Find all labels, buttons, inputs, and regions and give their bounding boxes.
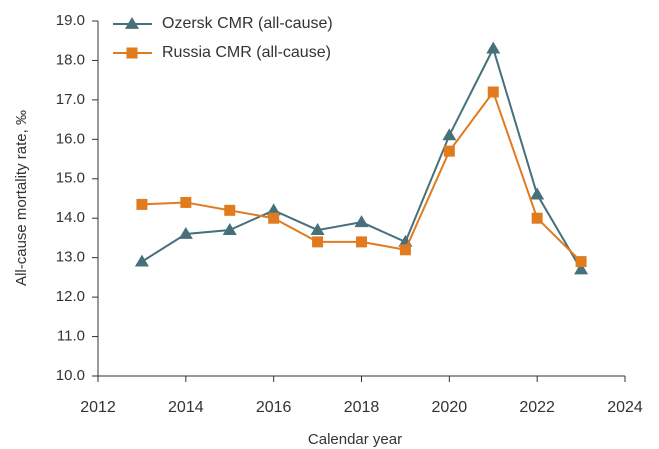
marker	[312, 236, 324, 248]
x-axis-label: Calendar year	[308, 431, 402, 448]
marker	[575, 256, 587, 268]
x-tick-label: 2018	[344, 399, 380, 416]
marker	[126, 47, 138, 59]
marker	[180, 196, 192, 208]
y-axis-label: All-cause mortality rate, ‰	[13, 110, 30, 286]
y-tick-label: 12.0	[56, 288, 85, 305]
x-tick-label: 2016	[256, 399, 292, 416]
y-tick-label: 15.0	[56, 170, 85, 187]
x-tick-label: 2012	[80, 399, 116, 416]
marker	[399, 244, 411, 256]
x-tick-label: 2022	[519, 399, 555, 416]
marker	[224, 204, 236, 216]
marker	[442, 128, 457, 141]
y-tick-label: 14.0	[56, 209, 85, 226]
y-tick-label: 19.0	[56, 12, 85, 29]
marker	[356, 236, 367, 248]
legend-label: Ozersk CMR (all-cause)	[162, 15, 333, 32]
marker	[443, 145, 455, 157]
marker	[354, 215, 369, 228]
y-tick-label: 13.0	[56, 249, 85, 266]
y-tick-label: 18.0	[56, 51, 85, 68]
marker	[136, 198, 148, 210]
marker	[222, 223, 237, 235]
marker	[134, 254, 149, 267]
series-line	[141, 89, 582, 263]
y-tick-label: 11.0	[57, 328, 85, 345]
marker	[530, 187, 545, 200]
marker	[125, 17, 139, 29]
y-tick-label: 10.0	[56, 367, 85, 384]
marker	[486, 41, 501, 54]
marker	[487, 86, 499, 98]
y-tick-label: 17.0	[56, 91, 85, 108]
y-tick-label: 16.0	[56, 130, 85, 147]
legend-label: Russia CMR (all-cause)	[162, 44, 331, 61]
marker	[268, 212, 280, 224]
marker	[266, 203, 281, 216]
x-tick-label: 2024	[607, 399, 643, 416]
marker	[310, 223, 325, 235]
marker	[531, 212, 543, 224]
marker	[178, 227, 193, 239]
x-tick-label: 2020	[432, 399, 468, 416]
marker	[574, 262, 589, 275]
x-tick-label: 2014	[168, 399, 204, 416]
series-line	[141, 45, 582, 271]
